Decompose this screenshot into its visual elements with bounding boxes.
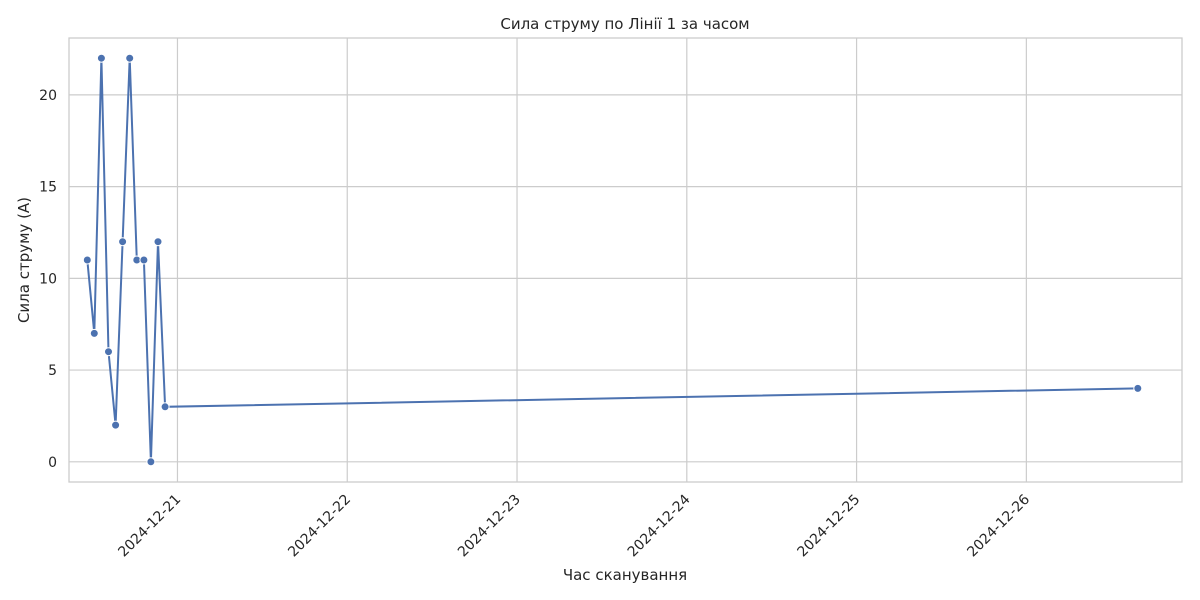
data-point (118, 237, 128, 247)
y-axis-label: Сила струму (А) (15, 197, 33, 323)
data-point (89, 328, 99, 338)
x-tick-label: 2024-12-25 (795, 492, 864, 561)
series-layer (82, 53, 1143, 467)
y-tick-label: 20 (39, 88, 57, 104)
x-tick-label: 2024-12-24 (625, 491, 694, 560)
data-point (160, 402, 170, 412)
x-tick-label: 2024-12-23 (455, 492, 524, 561)
series-line (86, 58, 1138, 462)
data-point (125, 53, 135, 63)
y-tick-label: 15 (39, 180, 57, 196)
data-point (96, 53, 106, 63)
y-tick-label: 0 (48, 455, 57, 471)
data-point (111, 420, 121, 430)
data-point (139, 255, 149, 265)
data-point (153, 237, 163, 247)
plot-frame (68, 37, 1183, 483)
y-tick-label: 5 (48, 363, 57, 379)
x-tick-label: 2024-12-22 (285, 492, 354, 561)
x-axis-label: Час сканування (563, 566, 687, 584)
chart-title: Сила струму по Лінії 1 за часом (500, 15, 749, 33)
tick-labels: 0 5 10 15 20 2024-12-21 2024-12-22 2024-12-23 20… (39, 88, 1033, 560)
grid (69, 38, 1182, 482)
x-tick-label: 2024-12-21 (115, 492, 184, 561)
data-point (146, 457, 156, 467)
x-tick-label: 2024-12-26 (964, 491, 1033, 560)
data-point (104, 347, 113, 357)
data-point (82, 255, 92, 265)
data-point (1133, 383, 1143, 393)
y-tick-label: 10 (39, 271, 57, 287)
